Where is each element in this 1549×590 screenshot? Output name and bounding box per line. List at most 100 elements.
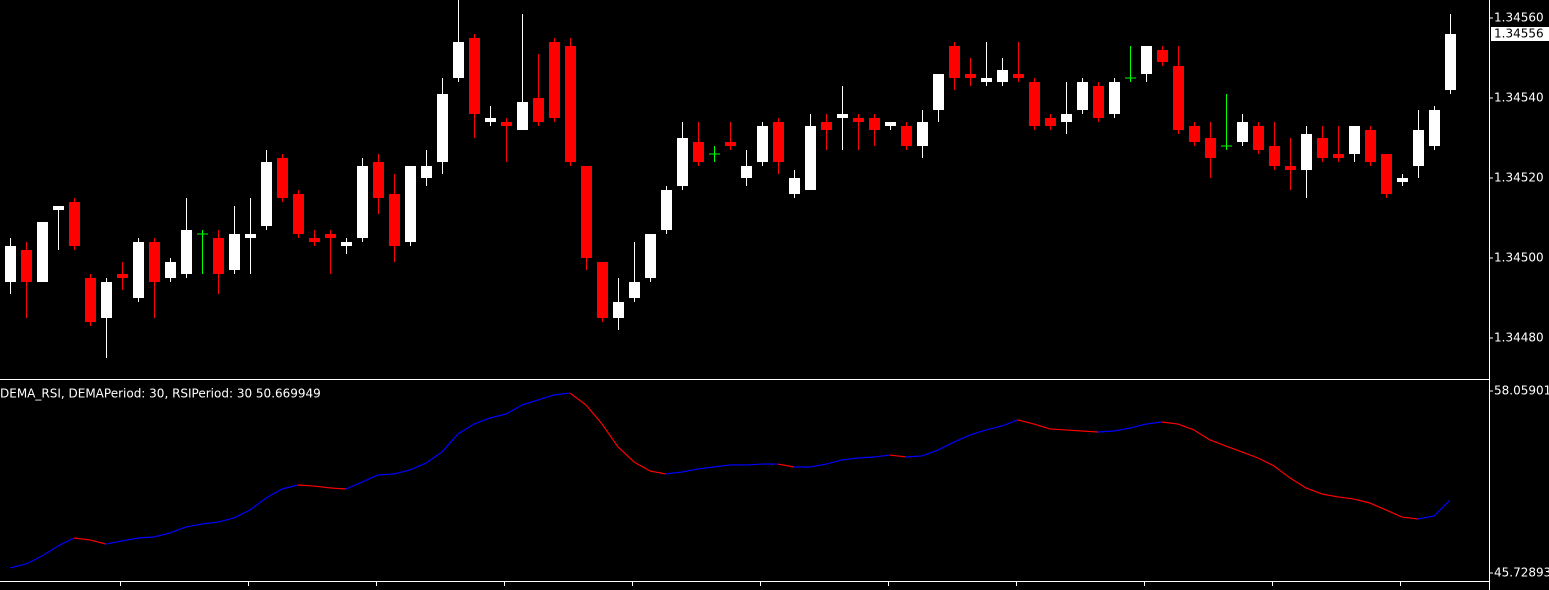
candle-body (261, 162, 272, 226)
candle-body (693, 142, 704, 162)
candle-body (757, 126, 768, 162)
candle-body (357, 166, 368, 238)
indicator-segment (1337, 496, 1355, 500)
indicator-segment (1001, 419, 1019, 427)
candle-body (1301, 134, 1312, 170)
candle-body (389, 194, 400, 246)
indicator-segment (1385, 509, 1403, 518)
indicator-segment (249, 497, 267, 511)
candle-body (133, 242, 144, 298)
candle-body (821, 122, 832, 130)
indicator-segment (105, 540, 123, 545)
candle-body (421, 166, 432, 178)
indicator-segment (745, 463, 763, 466)
candle-body (997, 70, 1008, 82)
indicator-segment (713, 464, 731, 468)
candle-body (549, 42, 560, 118)
candle-body (501, 122, 512, 126)
candle-body (613, 302, 624, 318)
candle-body (677, 138, 688, 186)
indicator-segment (1369, 502, 1387, 511)
indicator-segment (1081, 430, 1099, 433)
indicator-segment (825, 459, 843, 465)
candle-body (981, 78, 992, 82)
candle-body (245, 234, 256, 238)
indicator-segment (1017, 419, 1035, 425)
indicator-segment (505, 404, 523, 415)
candle-body (149, 242, 160, 282)
candle-body (917, 122, 928, 146)
indicator-segment (857, 456, 875, 459)
indicator-segment (969, 429, 987, 436)
indicator-segment (473, 417, 491, 425)
indicator-segment (1225, 445, 1243, 453)
indicator-segment (1113, 427, 1131, 432)
indicator-segment (137, 536, 155, 539)
candle-body (869, 118, 880, 130)
indicator-segment (201, 521, 219, 525)
indicator-segment (777, 463, 795, 468)
indicator-segment (281, 484, 299, 490)
candle-body (325, 234, 336, 238)
last-price-label: 1.34556 (1494, 27, 1544, 41)
indicator-segment (1049, 428, 1067, 431)
indicator-segment (809, 463, 827, 468)
candle-body (165, 262, 176, 278)
candle-body (1253, 126, 1264, 150)
indicator-segment (1209, 439, 1227, 447)
candle-body (373, 162, 384, 198)
indicator-segment (1193, 429, 1211, 441)
indicator-segment (1065, 429, 1083, 432)
indicator-segment (41, 545, 59, 557)
candle-body (1429, 110, 1440, 146)
indicator-segment (889, 454, 907, 458)
indicator-segment (1305, 487, 1323, 495)
indicator-segment (233, 509, 251, 519)
candle-body (965, 74, 976, 78)
candle-body (1189, 126, 1200, 142)
indicator-segment (265, 488, 283, 499)
candle-body (933, 74, 944, 110)
indicator-segment (361, 474, 379, 483)
candle-body (805, 126, 816, 190)
y-tick-label: 1.34480 (1494, 331, 1544, 345)
candle-body (485, 118, 496, 122)
candle-body (85, 278, 96, 322)
candle-body (517, 102, 528, 130)
indicator-segment (1433, 499, 1451, 517)
indicator-segment (57, 537, 75, 547)
indicator-segment (297, 484, 315, 487)
candle-body (1237, 122, 1248, 142)
candle-body (1109, 82, 1120, 114)
candle-body (341, 242, 352, 246)
indicator-segment (521, 399, 539, 406)
indicator-segment (617, 446, 635, 463)
indicator-segment (1129, 423, 1147, 429)
indicator-segment (1033, 423, 1051, 430)
candle-body (853, 118, 864, 122)
candle-body (37, 222, 48, 282)
indicator-segment (1257, 457, 1275, 467)
candle-body (277, 158, 288, 198)
indicator-segment (185, 523, 203, 528)
candle-body (1013, 74, 1024, 78)
indicator-segment (649, 470, 667, 475)
indicator-segment (1273, 465, 1291, 479)
indicator-segment (73, 537, 91, 541)
candle-body (1045, 118, 1056, 126)
y-tick-label: 58.05901 (1494, 384, 1549, 398)
indicator-segment (345, 481, 363, 490)
indicator-title: DEMA_RSI, DEMAPeriod: 30, RSIPeriod: 30 … (0, 387, 321, 401)
candle-body (469, 38, 480, 114)
y-tick-label: 1.34560 (1494, 11, 1544, 25)
candle-body (69, 202, 80, 246)
indicator-segment (1401, 516, 1419, 520)
indicator-segment (9, 563, 27, 569)
candle-body (949, 46, 960, 78)
y-tick-label: 1.34520 (1494, 171, 1544, 185)
indicator-segment (601, 423, 619, 448)
indicator-segment (25, 555, 43, 565)
indicator-segment (953, 434, 971, 443)
